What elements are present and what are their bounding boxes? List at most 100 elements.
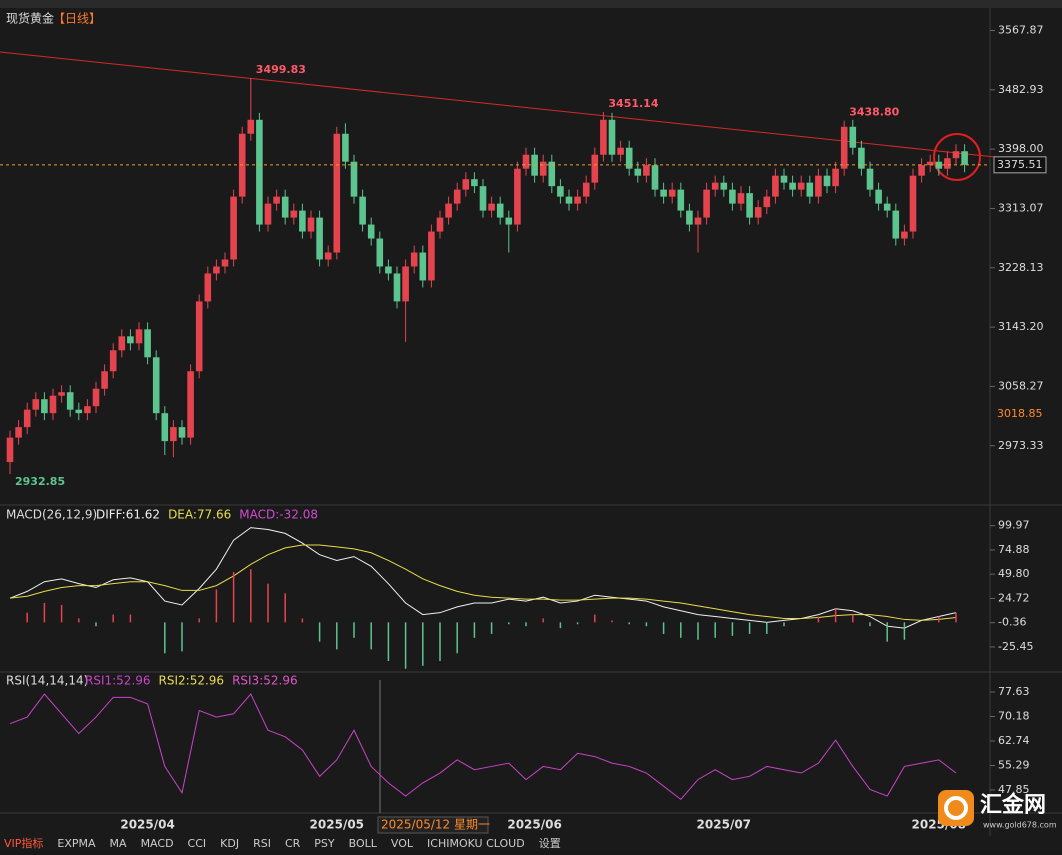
macd-bar [473, 622, 476, 638]
y-tick-label: 24.72 [998, 591, 1030, 604]
candle-body [462, 179, 470, 190]
candle-body [496, 203, 504, 218]
y-tick-label: 2973.33 [998, 439, 1044, 452]
indicator-tab[interactable]: BOLL [349, 837, 378, 850]
candle-body [324, 252, 332, 260]
candle-body [376, 238, 384, 267]
macd-bar [714, 622, 716, 638]
candle-body [832, 168, 839, 187]
candle-body [213, 266, 220, 274]
candle-body [634, 168, 642, 176]
candle-body [333, 133, 341, 253]
legend-entry: RSI2:52.96 [159, 674, 225, 688]
logo-mark [944, 796, 968, 820]
indicator-tab[interactable]: ICHIMOKU CLOUD [427, 837, 525, 850]
candle-body [170, 427, 177, 442]
candle-body [565, 196, 573, 204]
macd-bar [611, 620, 613, 623]
candle-body [273, 196, 280, 204]
candle-body [23, 409, 31, 428]
candle-body [858, 147, 865, 169]
candle-body [195, 301, 203, 372]
legend-entry: RSI1:52.96 [85, 674, 151, 688]
indicator-tab[interactable]: 设置 [539, 837, 561, 850]
indicator-tab[interactable]: KDJ [220, 837, 239, 850]
macd-bar [301, 618, 304, 623]
indicator-tab[interactable]: VOL [391, 837, 414, 850]
macd-bar [508, 622, 510, 625]
macd-bar [817, 616, 820, 623]
candle-body [101, 371, 108, 389]
legend-entry: DEA:77.66 [168, 508, 231, 522]
candle-body [729, 189, 736, 204]
y-tick-label: 3567.87 [998, 23, 1044, 36]
indicator-tab[interactable]: VIP指标 [4, 836, 43, 850]
indicator-tab[interactable]: RSI [253, 837, 271, 850]
macd-bar [318, 622, 321, 642]
y-tick-label: -0.36 [998, 616, 1026, 629]
macd-bar [645, 622, 648, 627]
logo: 汇金网 www.gold678.com [938, 790, 1057, 830]
macd-bar [370, 622, 372, 650]
indicator-tab[interactable]: MA [110, 837, 127, 850]
y-tick-label: 47.85 [998, 783, 1030, 796]
crosshair-date-box [377, 816, 489, 834]
indicator-tab[interactable]: CCI [188, 837, 207, 850]
highlight-circle [933, 133, 981, 181]
crosshair-price-label: 3018.85 [997, 407, 1043, 420]
chart-title: 现货黄金 [6, 11, 54, 26]
candle-body [290, 210, 298, 218]
macd-bar [731, 622, 734, 636]
indicator-tab[interactable]: CR [285, 837, 301, 850]
indicator-tab[interactable]: MACD [141, 837, 174, 850]
candle-body [823, 175, 831, 187]
macd-bar [112, 614, 114, 623]
candle-body [686, 210, 693, 225]
candle-body [703, 189, 710, 218]
macd-bar [129, 614, 132, 623]
price-annotation: 3499.83 [256, 63, 306, 76]
macd-bar [181, 622, 183, 652]
y-tick-label: 70.18 [998, 709, 1030, 722]
candle-body [866, 168, 874, 190]
indicator-tab[interactable]: PSY [314, 837, 335, 850]
indicator-tab[interactable]: EXPMA [57, 837, 96, 850]
candle-body [806, 182, 814, 197]
y-tick-label: 62.74 [998, 734, 1030, 747]
candle-body [428, 231, 435, 281]
macd-bar [886, 622, 888, 642]
candle-body [643, 165, 650, 176]
macd-bar [267, 583, 269, 623]
candle-body [763, 196, 771, 208]
candle-body [359, 196, 366, 225]
panel-title: MACD(26,12,9) [6, 508, 97, 522]
candle-body [144, 329, 151, 358]
macd-bar [422, 622, 424, 666]
candle-body [6, 437, 14, 463]
macd-bar [164, 622, 166, 654]
candle-body [66, 392, 74, 410]
macd-bar [250, 569, 252, 623]
candle-body [84, 406, 91, 414]
macd-line [9, 544, 957, 621]
candle-body [944, 158, 951, 169]
y-tick-label: 49.80 [998, 567, 1030, 580]
candle-body [668, 189, 676, 197]
candle-body [772, 175, 779, 197]
macd-bar [628, 622, 630, 625]
macd-bar [834, 608, 837, 623]
macd-bar [697, 622, 699, 640]
macd-bar [559, 622, 562, 629]
legend-entry: DIFF:61.62 [96, 508, 160, 522]
candle-body [694, 217, 702, 225]
y-tick-label: 77.63 [998, 685, 1030, 698]
candle-body [711, 182, 719, 190]
candle-body [75, 409, 83, 414]
candle-body [410, 252, 418, 267]
y-tick-label: 74.88 [998, 543, 1030, 556]
candle-body [961, 151, 968, 165]
candle-body [118, 336, 126, 351]
